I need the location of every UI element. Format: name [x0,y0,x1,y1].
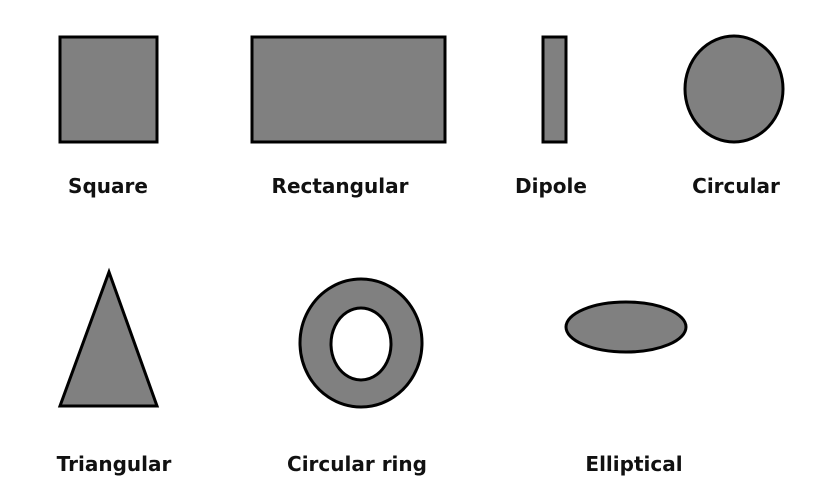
circular-ring-shape [298,277,424,409]
triangular-shape [57,267,160,408]
elliptical-shape [564,300,688,354]
dipole-shape [541,35,568,144]
label-triangular: Triangular [56,452,172,476]
circular-shape [683,34,785,144]
square-shape [58,35,159,144]
label-circular-ring: Circular ring [287,452,427,476]
rectangular-shape [250,35,447,144]
label-elliptical: Elliptical [585,452,683,476]
label-circular: Circular [692,174,780,198]
label-dipole: Dipole [515,174,587,198]
label-rectangular: Rectangular [271,174,409,198]
label-square: Square [68,174,148,198]
